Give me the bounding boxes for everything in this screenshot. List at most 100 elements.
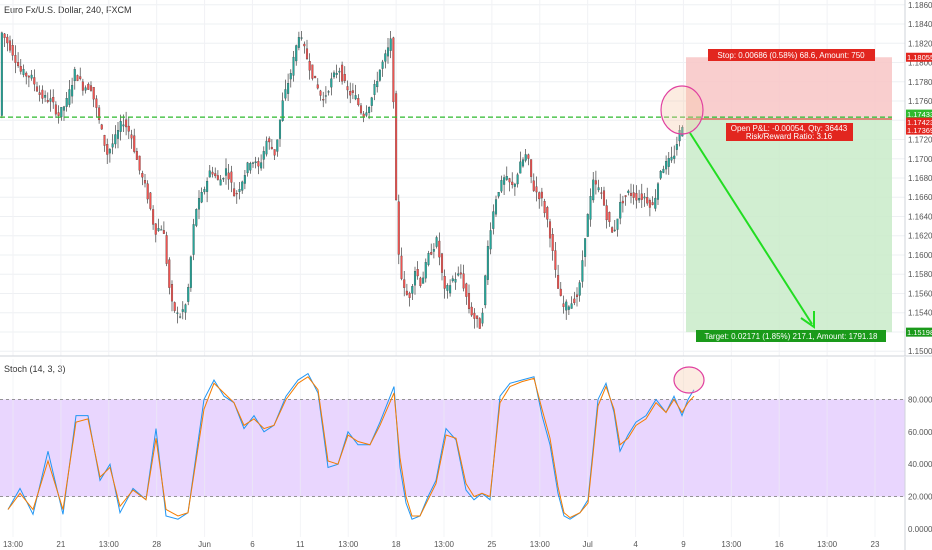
- candle-up: [567, 306, 570, 310]
- candle-down: [322, 99, 325, 101]
- candle-up: [413, 271, 417, 286]
- x-tick-label: 28: [152, 540, 161, 549]
- y-tick-label: 1.16600: [908, 193, 932, 202]
- stochastic-chart[interactable]: 80.0000 60.0000 40.0000 20.0000 0.0000 13:00 2…: [0, 357, 932, 550]
- candle-down: [648, 200, 651, 208]
- candle-up: [513, 183, 516, 187]
- candle-up: [667, 158, 670, 167]
- target-label[interactable]: Target: 0.02171 (1.85%) 217.1, Amount: 1…: [696, 330, 886, 342]
- candle-up: [613, 229, 616, 231]
- candle-down: [3, 33, 6, 38]
- x-tick-label: 18: [392, 540, 401, 549]
- candle-down: [162, 230, 165, 234]
- candle-up: [432, 249, 435, 252]
- candle-down: [548, 221, 552, 239]
- candles: [0, 31, 684, 329]
- candle-up: [500, 180, 503, 192]
- candle-down: [130, 134, 133, 139]
- candle-up: [30, 74, 33, 79]
- candle-down: [632, 192, 635, 198]
- candle-down: [602, 190, 606, 206]
- candle-down: [408, 292, 411, 298]
- candle-down: [127, 125, 130, 132]
- candle-down: [538, 192, 541, 200]
- candle-down: [235, 193, 238, 195]
- candle-down: [351, 90, 354, 93]
- candle-down: [476, 315, 479, 319]
- stoch-band: [0, 399, 905, 497]
- y-tick-label: 1.18200: [908, 39, 932, 48]
- candle-down: [605, 205, 608, 221]
- y-tick-label: 1.15800: [908, 270, 932, 279]
- candle-up: [427, 253, 430, 265]
- target-arrowhead: [800, 311, 815, 329]
- candle-up: [376, 81, 379, 88]
- candle-up: [422, 277, 425, 284]
- candle-up: [665, 161, 668, 170]
- stoch-highlight-circle: [673, 366, 705, 394]
- candle-up: [238, 189, 241, 192]
- price-badge-bg: [906, 109, 932, 119]
- candle-up: [246, 162, 249, 174]
- candle-up: [73, 69, 76, 82]
- candle-down: [319, 90, 322, 96]
- candle-down: [343, 74, 346, 82]
- candle-down: [551, 234, 554, 251]
- stoch-title: Stoch (14, 3, 3): [4, 364, 66, 374]
- candle-down: [357, 98, 360, 106]
- candle-up: [457, 273, 460, 276]
- candle-up: [184, 304, 187, 313]
- candle-up: [384, 53, 387, 62]
- price-badge-bg: [906, 117, 932, 127]
- candle-down: [100, 124, 103, 130]
- open-pnl-label[interactable]: Open P&L: -0.00054, Qty: 36443Risk/Rewar…: [726, 123, 853, 141]
- price-badge-text: 1.17433: [907, 110, 932, 119]
- x-tick-label: 9: [681, 540, 686, 549]
- candle-up: [60, 107, 63, 118]
- candle-down: [594, 180, 597, 185]
- stoch-y-tick-label: 20.0000: [908, 493, 932, 502]
- candle-up: [243, 175, 246, 184]
- candle-up: [565, 301, 568, 311]
- y-tick-label: 1.16400: [908, 212, 932, 221]
- candle-down: [392, 37, 395, 103]
- candle-down: [143, 180, 147, 184]
- candle-up: [584, 238, 587, 257]
- x-tick-label: 16: [775, 540, 784, 549]
- candle-down: [554, 250, 557, 270]
- candle-down: [535, 186, 538, 193]
- candle-up: [381, 61, 384, 69]
- candle-up: [327, 91, 330, 93]
- y-tick-label: 1.18400: [908, 20, 932, 29]
- candle-down: [314, 75, 317, 79]
- candle-down: [33, 77, 36, 85]
- candle-up: [68, 89, 71, 105]
- candle-up: [451, 278, 454, 282]
- candle-down: [543, 201, 546, 214]
- candle-down: [403, 279, 406, 288]
- candle-down: [87, 83, 90, 90]
- candle-down: [559, 288, 562, 296]
- candle-up: [370, 97, 373, 106]
- candle-up: [675, 144, 678, 150]
- candle-down: [257, 161, 260, 167]
- candle-up: [446, 285, 449, 291]
- candle-up: [519, 161, 522, 174]
- candle-down: [467, 293, 471, 310]
- candle-up: [224, 168, 228, 176]
- candle-up: [208, 170, 211, 178]
- stop-label[interactable]: Stop: 0.00686 (0.58%) 68.6, Amount: 750: [708, 49, 875, 61]
- candle-down: [11, 45, 14, 56]
- candle-down: [149, 192, 152, 209]
- price-badge-text: 1.15198: [907, 328, 932, 337]
- candle-down: [608, 212, 611, 223]
- candle-up: [179, 316, 182, 318]
- candle-up: [524, 154, 527, 161]
- candle-up: [206, 180, 209, 192]
- candle-up: [278, 119, 282, 139]
- price-chart[interactable]: 1.18600 1.18400 1.18200 1.18000 1.17800 1.176…: [0, 0, 932, 357]
- candle-up: [65, 98, 68, 107]
- candle-up: [251, 162, 255, 164]
- candle-down: [106, 144, 109, 155]
- candle-up: [497, 192, 500, 197]
